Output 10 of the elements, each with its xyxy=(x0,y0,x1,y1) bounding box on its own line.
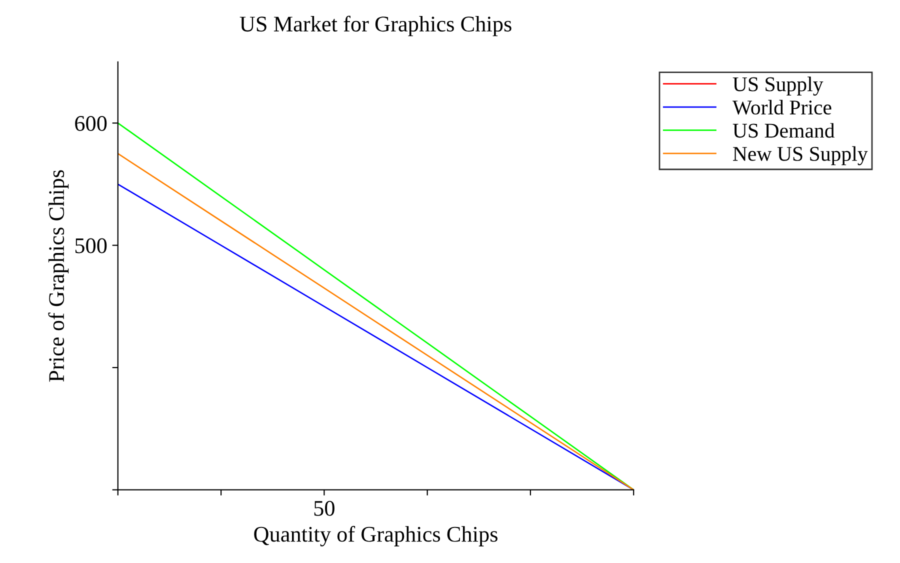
legend-label: US Supply xyxy=(732,76,824,96)
x-tick-label: 50 xyxy=(314,500,334,516)
y-tick-label: 600 xyxy=(75,116,107,131)
legend-label: World Price xyxy=(732,100,832,115)
chart-title: US Market for Graphics Chips xyxy=(240,16,512,36)
legend-label: US Demand xyxy=(732,123,835,138)
x-axis-title: Quantity of Graphics Chips xyxy=(254,526,498,546)
legend-label: New US Supply xyxy=(733,146,868,166)
y-axis-title: Price of Graphics Chips xyxy=(48,170,69,382)
y-tick-label: 500 xyxy=(75,238,107,254)
